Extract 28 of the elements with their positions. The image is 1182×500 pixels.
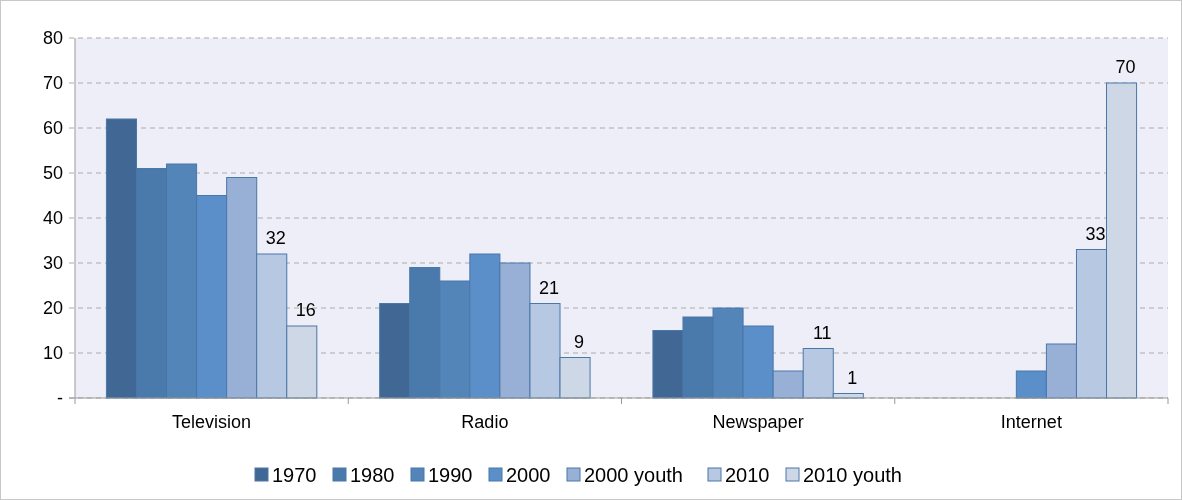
x-tick-label: Radio <box>461 412 509 432</box>
y-tick-label: 70 <box>42 73 63 94</box>
legend-label: 1980 <box>350 464 395 486</box>
data-label: 1 <box>847 367 858 388</box>
y-tick-label: 20 <box>42 298 63 319</box>
y-tick-label: 60 <box>42 118 63 139</box>
y-tick-label: 50 <box>42 163 63 184</box>
y-tick-label: 80 <box>42 28 63 49</box>
x-tick-label: Internet <box>1000 412 1062 432</box>
legend-label: 2010 <box>725 464 770 486</box>
y-tick-label: - <box>57 388 63 409</box>
legend-label: 1990 <box>428 464 473 486</box>
data-label: 33 <box>1085 223 1106 244</box>
legend-label: 2000 youth <box>584 464 683 486</box>
legend-label: 2000 <box>506 464 551 486</box>
data-label: 9 <box>574 331 585 352</box>
data-label: 16 <box>295 300 316 320</box>
y-tick-label: 30 <box>42 253 63 274</box>
y-tick-label: 10 <box>42 343 63 364</box>
legend-label: 1970 <box>272 464 317 486</box>
x-tick-label: Television <box>172 412 252 432</box>
data-label: 70 <box>1115 57 1136 77</box>
legend-label: 2010 youth <box>803 464 902 486</box>
data-label: 21 <box>538 277 560 298</box>
y-tick-label: 40 <box>42 208 63 229</box>
data-label: 32 <box>265 228 286 248</box>
x-tick-label: Newspaper <box>712 412 804 432</box>
data-label: 11 <box>812 322 832 343</box>
